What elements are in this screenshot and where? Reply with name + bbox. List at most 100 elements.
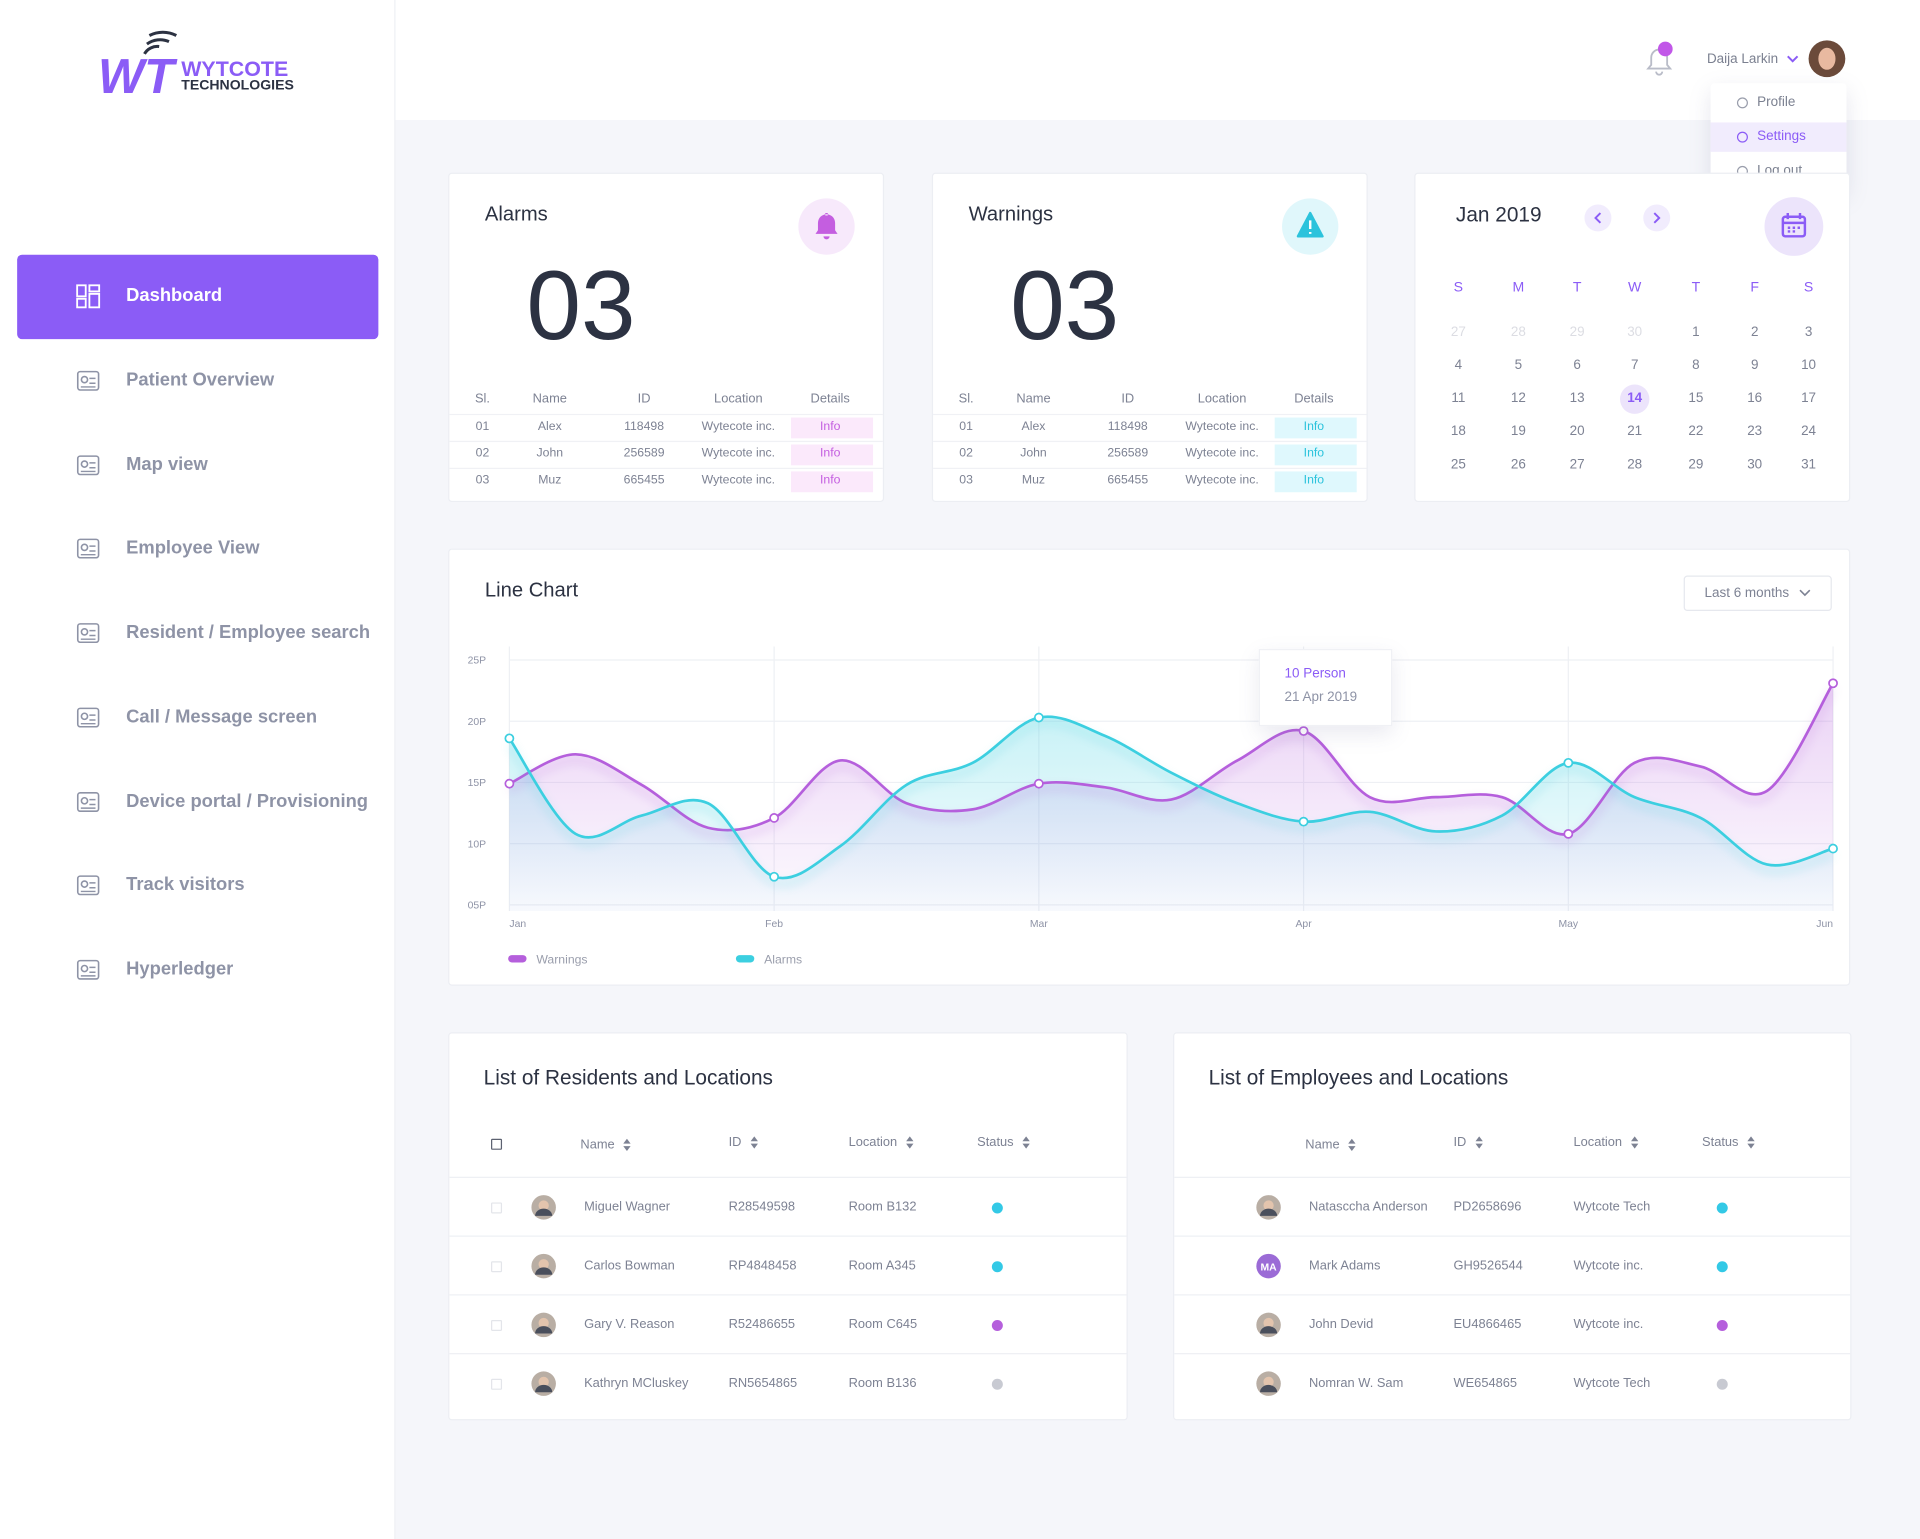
- legend-label: Warnings: [536, 953, 587, 967]
- column-header[interactable]: Status: [977, 1135, 1030, 1150]
- user-avatar: [1808, 40, 1846, 78]
- column-header[interactable]: Name: [1305, 1138, 1356, 1152]
- weekday: W: [1628, 280, 1642, 296]
- card-title: List of Employees and Locations: [1208, 1066, 1509, 1090]
- avatar: [1256, 1312, 1281, 1338]
- avatar-body: [535, 1208, 553, 1216]
- cell-location: Room B136: [848, 1375, 917, 1391]
- column-label: ID: [1453, 1135, 1467, 1150]
- nav-item[interactable]: Track visitors: [126, 874, 245, 896]
- icon-part: [80, 627, 89, 636]
- avatar-face: [1818, 47, 1836, 70]
- cell-id: GH9526544: [1453, 1258, 1523, 1274]
- column-header[interactable]: Status: [1702, 1135, 1755, 1150]
- header-checkbox[interactable]: [491, 1138, 503, 1150]
- sort-arrows: [1747, 1136, 1755, 1149]
- info-button[interactable]: Info: [1303, 446, 1325, 461]
- day[interactable]: 27: [1569, 457, 1585, 472]
- day[interactable]: 17: [1801, 391, 1817, 406]
- day[interactable]: 4: [1454, 358, 1463, 373]
- info-button[interactable]: Info: [1303, 473, 1325, 488]
- day[interactable]: 20: [1569, 424, 1585, 439]
- row-checkbox[interactable]: [491, 1202, 503, 1214]
- range-dropdown[interactable]: [1683, 575, 1832, 612]
- day[interactable]: 22: [1688, 424, 1704, 439]
- calendar-nav[interactable]: [1584, 204, 1612, 232]
- nav-item[interactable]: Employee View: [126, 537, 260, 559]
- column-header[interactable]: Name: [580, 1138, 631, 1152]
- cell: 03: [959, 473, 973, 488]
- nav-item[interactable]: Dashboard: [126, 285, 223, 307]
- icon-part: [76, 707, 100, 728]
- icon-part: [76, 791, 100, 812]
- row-checkbox[interactable]: [491, 1261, 503, 1273]
- range-label[interactable]: Last 6 months: [1704, 585, 1790, 601]
- day[interactable]: 8: [1692, 358, 1700, 373]
- day[interactable]: 23: [1747, 424, 1763, 439]
- day[interactable]: 13: [1569, 391, 1585, 406]
- day[interactable]: 30: [1747, 457, 1763, 472]
- menu-item[interactable]: Profile: [1757, 94, 1796, 110]
- nav-item[interactable]: Call / Message screen: [126, 706, 318, 728]
- day[interactable]: 25: [1450, 457, 1466, 472]
- tooltip-title: 10 Person: [1284, 666, 1346, 682]
- avatar-body: [535, 1384, 553, 1393]
- cell-id: PD2658696: [1453, 1199, 1522, 1215]
- user-name[interactable]: Daija Larkin: [1706, 51, 1779, 67]
- day[interactable]: 15: [1688, 391, 1704, 406]
- day[interactable]: 18: [1450, 424, 1466, 439]
- info-button[interactable]: Info: [819, 420, 841, 434]
- today-bg: [1620, 384, 1650, 414]
- day[interactable]: 29: [1688, 457, 1704, 472]
- weekday: S: [1453, 280, 1464, 296]
- info-button[interactable]: Info: [819, 446, 841, 461]
- day[interactable]: 28: [1627, 457, 1643, 472]
- column-header[interactable]: Location: [1573, 1135, 1639, 1150]
- status-dot: [1716, 1260, 1728, 1272]
- day[interactable]: 3: [1804, 324, 1813, 340]
- chart-title: Line Chart: [484, 579, 579, 602]
- day[interactable]: 1: [1692, 324, 1700, 340]
- day[interactable]: 6: [1573, 358, 1581, 373]
- nav-item[interactable]: Map view: [126, 453, 208, 475]
- card-title: Warnings: [968, 203, 1054, 226]
- sort-icon: [623, 1138, 631, 1152]
- column-label: Status: [977, 1135, 1014, 1150]
- day[interactable]: 21: [1627, 424, 1643, 439]
- row-checkbox[interactable]: [491, 1320, 503, 1332]
- weekday: M: [1512, 280, 1525, 296]
- column-header[interactable]: ID: [729, 1135, 758, 1150]
- status-dot: [991, 1378, 1003, 1390]
- column-header: Details: [810, 391, 850, 407]
- row-checkbox[interactable]: [491, 1378, 503, 1390]
- menu-item[interactable]: Settings: [1757, 129, 1806, 144]
- day[interactable]: 24: [1801, 424, 1817, 439]
- day[interactable]: 12: [1510, 391, 1526, 406]
- info-button[interactable]: Info: [819, 473, 841, 488]
- day[interactable]: 7: [1630, 358, 1639, 373]
- info-button[interactable]: Info: [1303, 420, 1325, 434]
- day[interactable]: 11: [1451, 391, 1466, 406]
- column-header[interactable]: ID: [1453, 1135, 1483, 1150]
- column-header[interactable]: Location: [849, 1135, 914, 1150]
- day[interactable]: 2: [1750, 324, 1759, 340]
- day[interactable]: 19: [1510, 424, 1526, 439]
- calendar-nav[interactable]: [1643, 204, 1671, 232]
- cell-id: EU4866465: [1453, 1317, 1522, 1332]
- nav-item[interactable]: Hyperledger: [126, 958, 234, 980]
- status-dot: [1716, 1319, 1728, 1331]
- y-tick-label: 20P: [468, 717, 487, 728]
- day[interactable]: 5: [1514, 358, 1523, 373]
- nav-item[interactable]: Device portal / Provisioning: [126, 790, 369, 812]
- day[interactable]: 16: [1747, 391, 1763, 406]
- day[interactable]: 14: [1627, 391, 1643, 406]
- day[interactable]: 31: [1801, 457, 1817, 472]
- nav-item[interactable]: Resident / Employee search: [126, 622, 371, 643]
- row-line: [1174, 1235, 1851, 1237]
- cell: 01: [475, 420, 490, 434]
- nav-item[interactable]: Patient Overview: [126, 369, 275, 391]
- day[interactable]: 9: [1750, 358, 1759, 373]
- avatar-initials: MA: [1260, 1262, 1277, 1273]
- day[interactable]: 10: [1801, 358, 1817, 373]
- day[interactable]: 26: [1510, 457, 1526, 472]
